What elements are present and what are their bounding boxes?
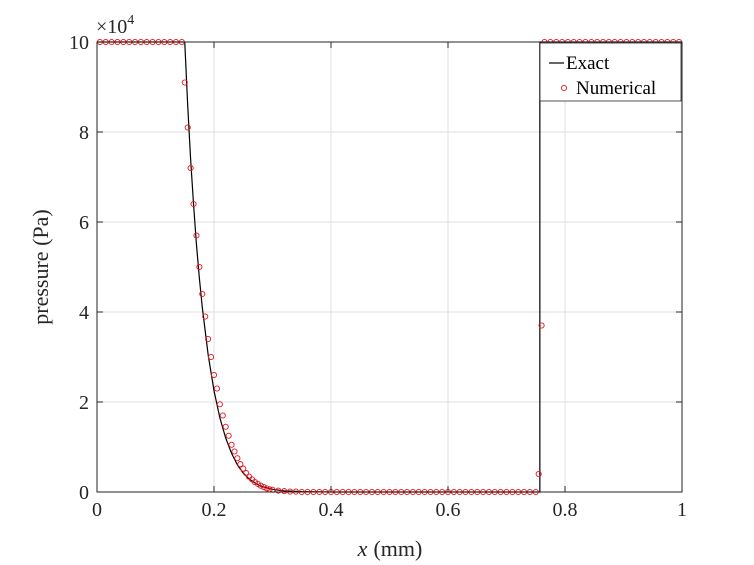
numerical-point (196, 263, 203, 271)
plot-area-frame (96, 41, 683, 493)
numerical-point (190, 200, 197, 208)
exact-series (97, 41, 682, 493)
x-tick-label: 0.6 (436, 499, 461, 521)
numerical-point (275, 487, 282, 494)
numerical-point (243, 470, 250, 477)
numerical-series (96, 38, 683, 496)
x-tick-label: 0 (92, 499, 102, 521)
legend-numerical-label: Numerical (576, 78, 656, 99)
numerical-point (237, 461, 244, 468)
numerical-point (208, 353, 215, 361)
y-tick-label: 0 (79, 482, 89, 504)
y-tick-label: 4 (79, 302, 89, 324)
numerical-point (281, 488, 288, 495)
legend: Exact Numerical (539, 42, 682, 102)
exact-line (97, 41, 682, 493)
numerical-point (240, 465, 247, 472)
numerical-point (210, 371, 218, 379)
numerical-point (193, 232, 200, 239)
numerical-point (184, 124, 191, 131)
y-multiplier: ×104 (96, 13, 134, 38)
numerical-point (181, 79, 188, 86)
legend-numerical-swatch (560, 84, 568, 92)
numerical-point (538, 322, 545, 329)
numerical-point (260, 483, 267, 491)
grid (96, 41, 683, 493)
y-tick-label: 10 (69, 32, 89, 54)
y-axis-title: pressure (Pa) (28, 209, 53, 324)
y-tick-label: 6 (79, 212, 89, 234)
numerical-point (231, 448, 238, 455)
x-tick-label: 0.4 (319, 499, 344, 521)
numerical-point (257, 482, 264, 489)
numerical-point (535, 470, 542, 478)
x-axis-title: x (mm) (357, 536, 423, 561)
numerical-point (225, 432, 232, 439)
numerical-point (234, 455, 241, 462)
y-tick-label: 2 (79, 392, 89, 414)
x-tick-label: 1 (677, 499, 687, 521)
numerical-point (263, 485, 270, 492)
numerical-point (222, 423, 229, 430)
legend-box (539, 42, 682, 102)
y-tick-label: 8 (79, 122, 89, 144)
numerical-point (213, 385, 220, 392)
numerical-point (216, 401, 223, 408)
numerical-point (205, 335, 212, 343)
legend-exact-label: Exact (566, 53, 610, 74)
numerical-point (202, 313, 209, 320)
x-tick-label: 0.2 (202, 499, 227, 521)
numerical-point (187, 164, 194, 172)
numerical-point (199, 290, 206, 298)
numerical-point (228, 441, 235, 448)
x-tick-label: 0.8 (553, 499, 578, 521)
numerical-point (219, 412, 226, 419)
